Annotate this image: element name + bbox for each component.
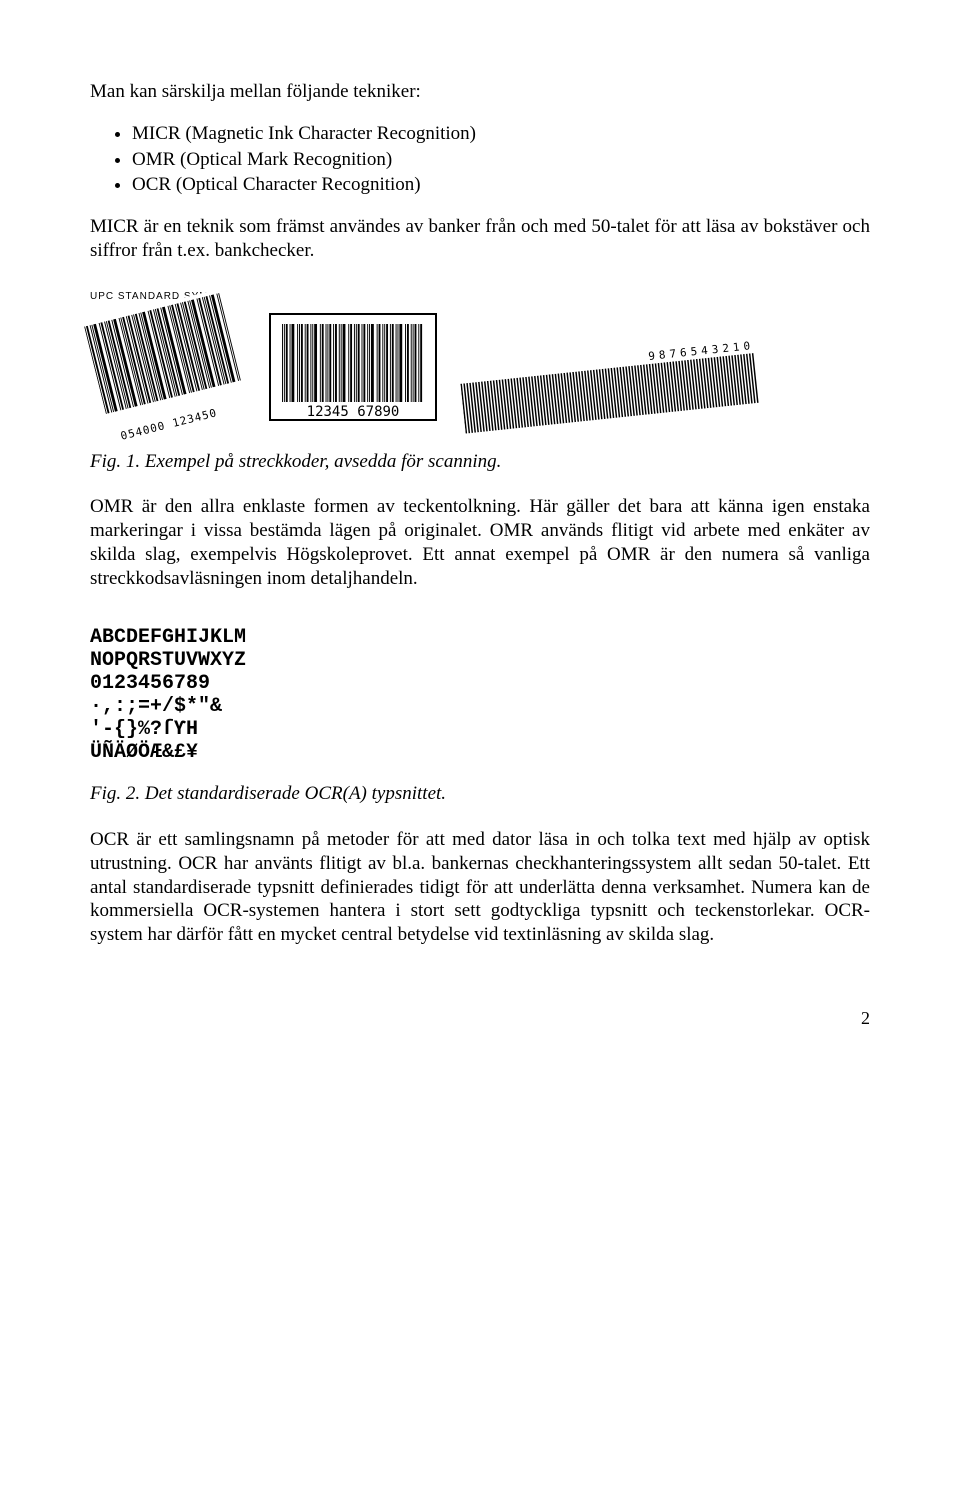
fig2-line-1: ABCDEFGHIJKLM [90, 626, 870, 649]
figure-2-caption: Fig. 2. Det standardiserade OCR(A) typsn… [90, 782, 870, 806]
intro-line: Man kan särskilja mellan följande teknik… [90, 80, 870, 104]
figure-1: UPC STANDARD SYMBOL 054000 123450 12345 … [90, 291, 870, 432]
paragraph-micr: MICR är en teknik som främst användes av… [90, 215, 870, 263]
fig2-line-5: '-{}%?ſƳH [90, 718, 870, 741]
page-number: 2 [90, 1007, 870, 1030]
fig2-line-6: ÜÑÄØÖÆ&£¥ [90, 741, 870, 764]
barcode-right: 9876543210 [458, 347, 766, 432]
figure-1-caption: Fig. 1. Exempel på streckkoder, avsedda … [90, 450, 870, 474]
barcode-mid: 12345 67890 [268, 312, 438, 432]
figure-2: ABCDEFGHIJKLM NOPQRSTUVWXYZ 0123456789 ·… [90, 626, 870, 764]
technique-list: MICR (Magnetic Ink Character Recognition… [114, 122, 870, 197]
bullet-micr: MICR (Magnetic Ink Character Recognition… [132, 122, 870, 146]
barcode-upc: UPC STANDARD SYMBOL 054000 123450 [90, 291, 248, 432]
mid-digits: 12345 67890 [307, 404, 400, 420]
fig2-line-2: NOPQRSTUVWXYZ [90, 649, 870, 672]
fig2-line-3: 0123456789 [90, 672, 870, 695]
fig2-line-4: ·,:;=+/$*"& [90, 695, 870, 718]
paragraph-omr: OMR är den allra enklaste formen av teck… [90, 495, 870, 590]
bullet-ocr: OCR (Optical Character Recognition) [132, 173, 870, 197]
bullet-omr: OMR (Optical Mark Recognition) [132, 148, 870, 172]
paragraph-ocr: OCR är ett samlingsnamn på metoder för a… [90, 828, 870, 947]
